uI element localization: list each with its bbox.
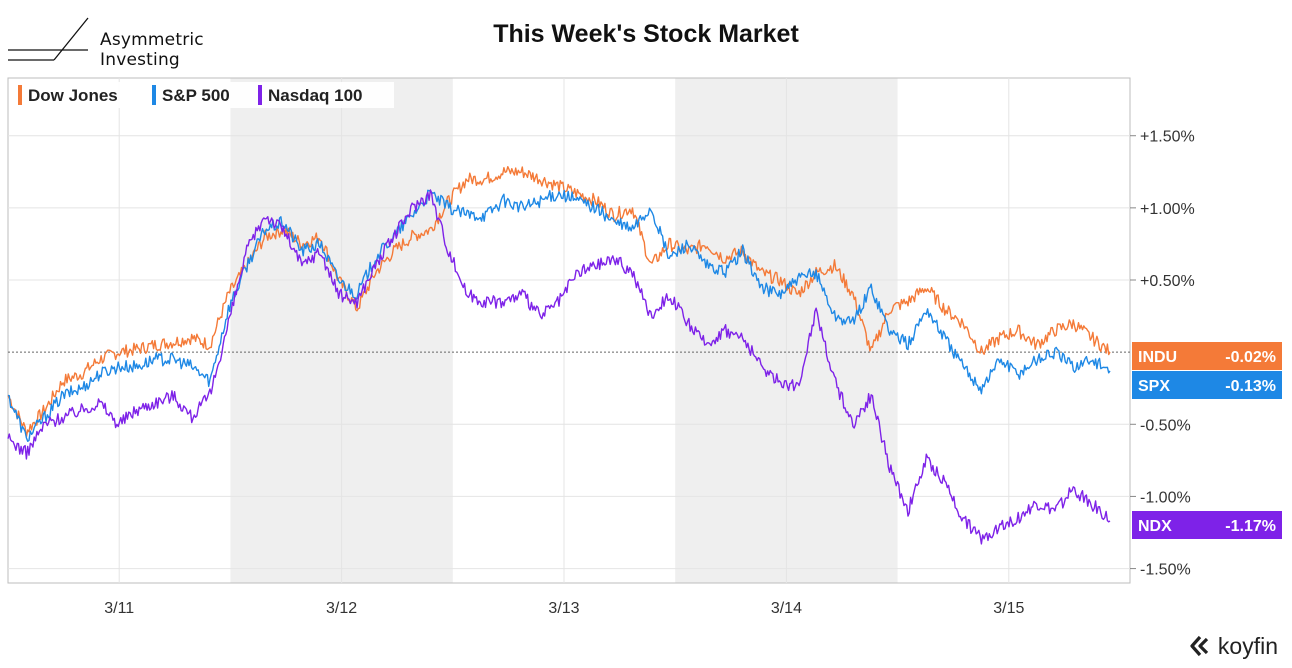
y-tick-label: +0.50% (1140, 273, 1195, 290)
x-tick-label: 3/13 (548, 600, 579, 617)
badge-value: -0.02% (1225, 349, 1276, 366)
legend-label: Nasdaq 100 (268, 86, 363, 105)
koyfin-logo-text: koyfin (1217, 632, 1278, 659)
legend-nasdaq100: Nasdaq 100 (258, 85, 363, 105)
badge-value: -0.13% (1225, 378, 1276, 395)
y-tick-label: -1.50% (1140, 562, 1191, 579)
y-tick-label: -0.50% (1140, 417, 1191, 434)
y-tick-label: +1.50% (1140, 129, 1195, 146)
legend-dow-jones: Dow Jones (18, 85, 118, 105)
badge-indu: INDU -0.02% (1132, 342, 1282, 370)
koyfin-logo: koyfin (1190, 632, 1278, 660)
x-tick-label: 3/11 (104, 600, 134, 617)
plot-frame (7, 77, 1131, 584)
legend-swatch (258, 85, 262, 105)
badge-value: -1.17% (1225, 518, 1276, 535)
legend-label: S&P 500 (162, 86, 230, 105)
y-tick-label: -1.00% (1140, 489, 1191, 506)
badge-ticker: NDX (1138, 518, 1172, 535)
legend-swatch (152, 85, 156, 105)
y-tick-label: +1.00% (1140, 201, 1195, 218)
koyfin-mark-icon (1190, 635, 1209, 657)
legend-swatch (18, 85, 22, 105)
x-tick-label: 3/12 (326, 600, 357, 617)
legend-box (16, 82, 394, 108)
brand-logo: Asymmetric Investing (8, 8, 278, 70)
legend-label: Dow Jones (28, 86, 118, 105)
brand-mark-icon (8, 17, 89, 61)
x-tick-label: 3/15 (993, 600, 1024, 617)
sp500-line (7, 189, 1111, 442)
badge-bg (1132, 342, 1282, 370)
badge-bg (1132, 511, 1282, 539)
legend-sp500: S&P 500 (152, 85, 230, 105)
nasdaq100-line (7, 189, 1111, 545)
badge-ticker: INDU (1138, 349, 1177, 366)
badge-ndx: NDX -1.17% (1132, 511, 1282, 539)
badge-ticker: SPX (1138, 378, 1170, 395)
badge-spx: SPX -0.13% (1132, 371, 1282, 399)
brand-name: Asymmetric Investing (100, 30, 204, 70)
badge-bg (1132, 371, 1282, 399)
chart-title: This Week's Stock Market (493, 20, 799, 48)
x-tick-label: 3/14 (771, 600, 802, 617)
